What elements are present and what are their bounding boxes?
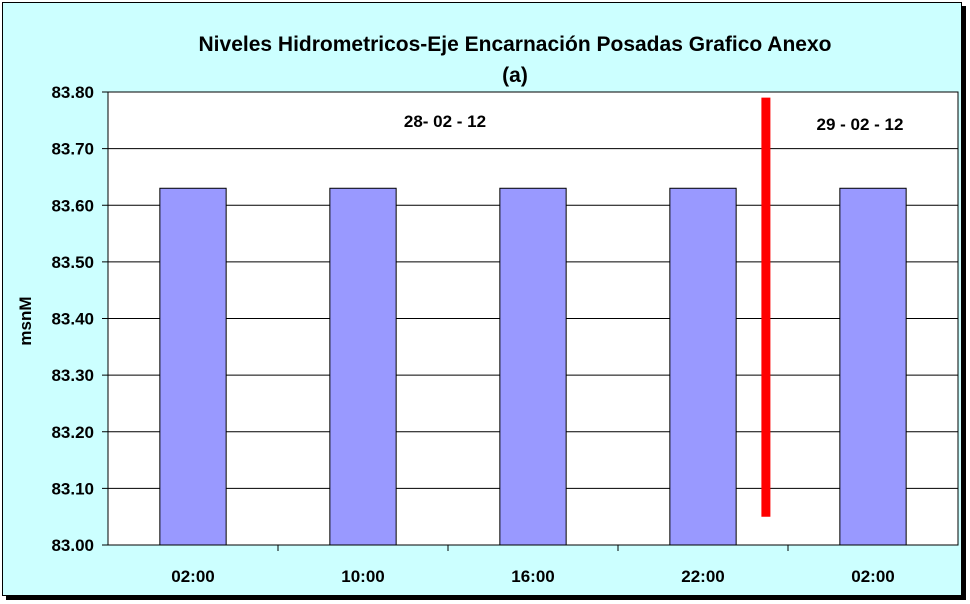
bar [839, 187, 907, 546]
chart-frame: Niveles Hidrometricos-Eje Encarnación Po… [2, 2, 962, 596]
bars [159, 97, 907, 546]
x-tick-label: 02:00 [171, 567, 214, 586]
axes: 83.00 83.10 83.20 83.30 83.40 83.50 83.60 83.70… [51, 83, 894, 586]
bar [669, 187, 737, 546]
x-tick-label: 02:00 [851, 567, 894, 586]
y-tick-label: 83.10 [51, 479, 94, 498]
bar-chart: Niveles Hidrometricos-Eje Encarnación Po… [16, 33, 959, 586]
y-tick-label: 83.30 [51, 366, 94, 385]
y-tick-label: 83.60 [51, 196, 94, 215]
bar [329, 187, 397, 546]
y-tick-label: 83.80 [51, 83, 94, 102]
y-tick-label: 83.50 [51, 253, 94, 272]
y-tick-label: 83.70 [51, 140, 94, 159]
chart-subtitle: (a) [502, 64, 528, 87]
bar [159, 187, 227, 546]
x-tick-label: 16:00 [511, 567, 554, 586]
bar [499, 187, 567, 546]
y-axis-label: msnM [16, 296, 35, 345]
x-tick-label: 10:00 [341, 567, 384, 586]
annotation-date-1: 28- 02 - 12 [404, 112, 486, 131]
annotation-date-2: 29 - 02 - 12 [817, 115, 904, 134]
y-tick-label: 83.20 [51, 423, 94, 442]
y-tick-label: 83.00 [51, 536, 94, 555]
y-tick-label: 83.40 [51, 310, 94, 329]
x-tick-label: 22:00 [681, 567, 724, 586]
chart-title: Niveles Hidrometricos-Eje Encarnación Po… [199, 33, 832, 56]
